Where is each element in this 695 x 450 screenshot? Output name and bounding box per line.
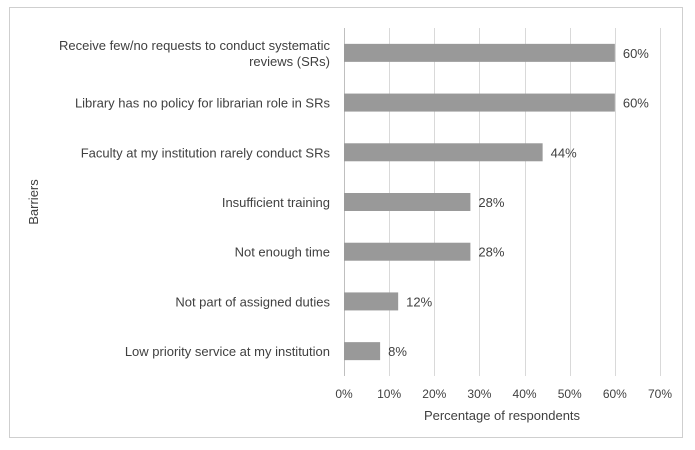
category-labels: Receive few/no requests to conduct syste…	[59, 38, 330, 359]
bars	[344, 43, 615, 361]
category-label: Receive few/no requests to conduct syste…	[59, 38, 330, 69]
bar	[344, 93, 615, 112]
x-tick-label: 20%	[422, 387, 446, 401]
bar	[344, 342, 381, 361]
bar	[344, 242, 471, 261]
category-label: Faculty at my institution rarely conduct…	[81, 145, 331, 160]
value-labels: 60% 60% 44% 28% 28% 12% 8%	[388, 46, 649, 359]
category-label: Low priority service at my institution	[125, 344, 330, 359]
value-label: 28%	[478, 245, 504, 260]
value-label: 44%	[551, 145, 577, 160]
value-label: 8%	[388, 344, 407, 359]
x-axis-title: Percentage of respondents	[424, 408, 581, 423]
y-axis-title: Barriers	[26, 179, 41, 225]
x-tick-label: 40%	[513, 387, 537, 401]
x-tick-label: 10%	[377, 387, 401, 401]
category-label: Library has no policy for librarian role…	[75, 96, 331, 111]
chart-frame: 60% 60% 44% 28% 28% 12% 8% Receive few/no requ…	[9, 7, 683, 438]
bar	[344, 193, 471, 211]
category-label: Not part of assigned duties	[175, 294, 330, 309]
category-label: Insufficient training	[222, 195, 330, 210]
category-label: Not enough time	[235, 245, 330, 260]
value-label: 60%	[623, 46, 649, 61]
value-label: 28%	[478, 195, 504, 210]
bar	[344, 43, 615, 62]
bar-chart: 60% 60% 44% 28% 28% 12% 8% Receive few/no requ…	[26, 28, 672, 423]
bar	[344, 143, 543, 162]
x-tick-labels: 0% 10% 20% 30% 40% 50% 60% 70%	[335, 387, 672, 401]
x-tick-label: 50%	[558, 387, 582, 401]
value-label: 60%	[623, 96, 649, 111]
x-tick-label: 0%	[335, 387, 353, 401]
x-tick-label: 30%	[467, 387, 491, 401]
value-label: 12%	[406, 294, 432, 309]
bar	[344, 292, 399, 311]
x-tick-label: 70%	[648, 387, 672, 401]
x-tick-label: 60%	[603, 387, 627, 401]
